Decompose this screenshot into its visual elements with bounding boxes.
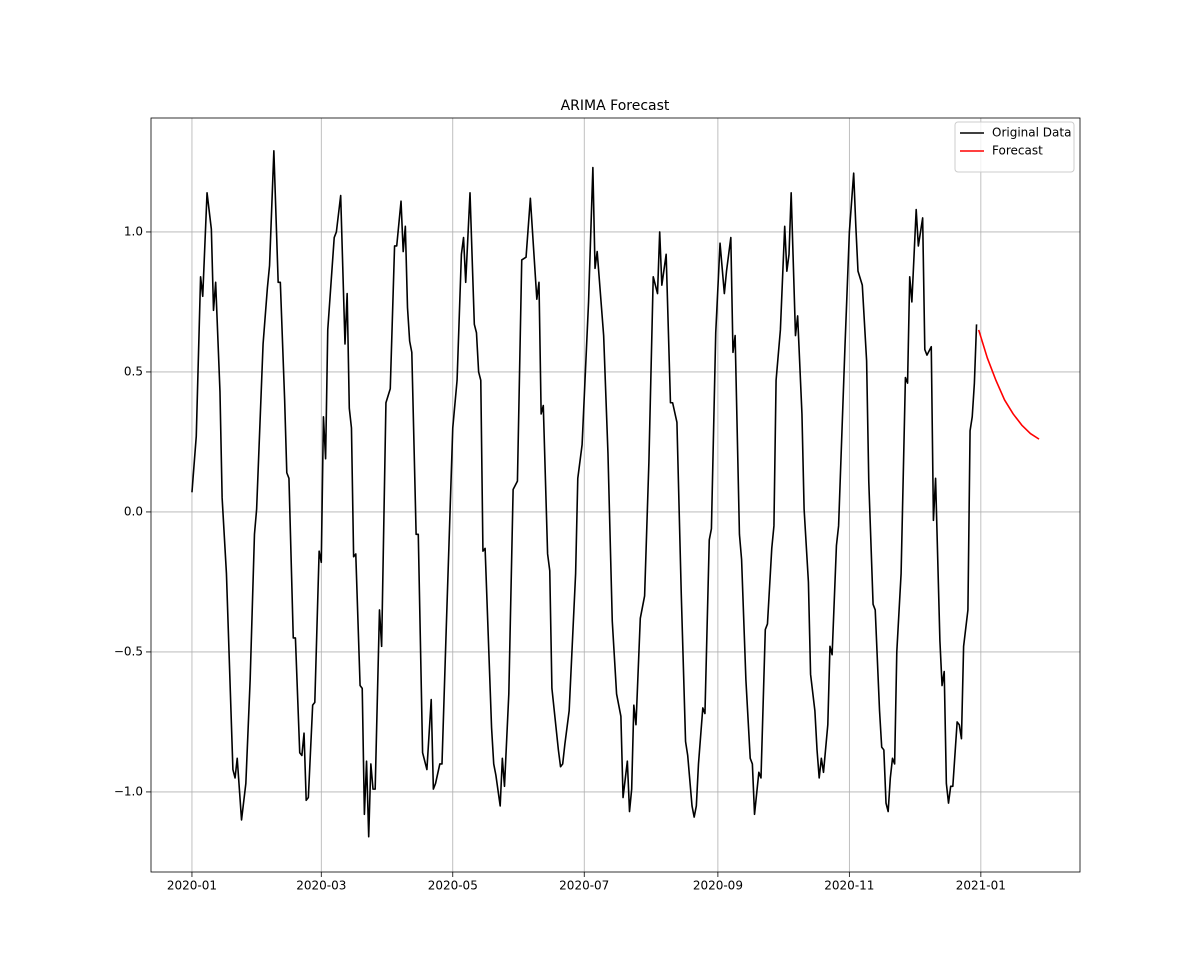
- x-tick-label: 2020-03: [296, 879, 346, 893]
- series-line: [977, 329, 1040, 440]
- x-tick-label: 2020-09: [693, 879, 743, 893]
- x-tick-label: 2021-01: [956, 879, 1006, 893]
- legend-label: Original Data: [992, 126, 1071, 140]
- y-tick-label: 1.0: [124, 224, 143, 238]
- y-tick-label: 0.5: [124, 364, 143, 378]
- legend-frame: [954, 121, 1075, 173]
- legend-label: Forecast: [992, 144, 1043, 158]
- chart-title: ARIMA Forecast: [561, 98, 670, 114]
- plot-frame: [150, 117, 1081, 873]
- y-tick-label: −1.0: [114, 784, 143, 798]
- x-tick-label: 2020-01: [167, 879, 217, 893]
- x-tick-label: 2020-05: [428, 879, 478, 893]
- legend: Original Data Forecast: [954, 121, 1075, 173]
- x-tick-label: 2020-07: [559, 879, 609, 893]
- y-tick-label: 0.0: [124, 504, 143, 518]
- x-tick-label: 2020-11: [824, 879, 874, 893]
- series-line: [191, 149, 978, 838]
- y-tick-label: −0.5: [114, 644, 143, 658]
